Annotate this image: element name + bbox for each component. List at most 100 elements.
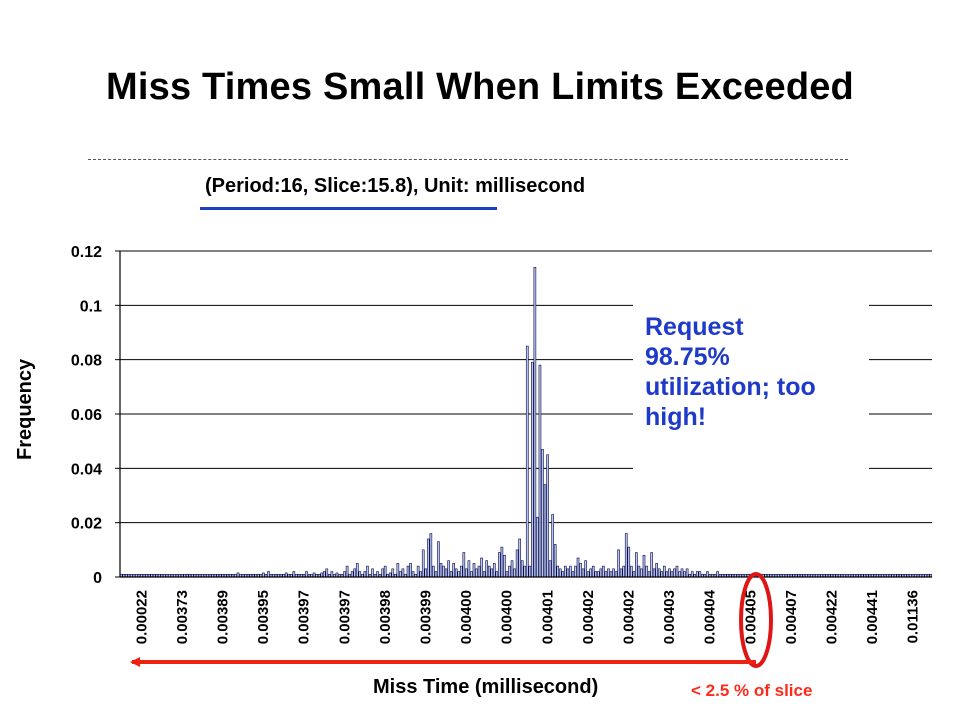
bar: [543, 484, 547, 578]
bar: [652, 568, 656, 578]
bar: [602, 565, 605, 578]
bar: [292, 571, 296, 578]
bar: [716, 571, 719, 578]
bar: [564, 565, 567, 578]
bar: [647, 571, 651, 578]
bar: [465, 568, 468, 578]
x-tick-labels: 0.00022 0.00373 0.00389 0.00395 0.00397 0.003…: [133, 589, 921, 644]
bar: [635, 552, 638, 578]
bar: [706, 571, 709, 578]
bar: [401, 568, 405, 578]
bar: [391, 568, 395, 578]
bar: [419, 571, 423, 578]
bar: [690, 571, 694, 578]
bar: [485, 560, 488, 578]
bar: [381, 568, 384, 578]
bar: [399, 571, 402, 578]
axes: [119, 251, 932, 578]
bar: [569, 565, 572, 578]
bar: [657, 568, 661, 578]
bar: [584, 560, 587, 578]
callout-line: high!: [645, 403, 707, 431]
bar: [320, 572, 324, 578]
bar: [558, 568, 562, 578]
bar: [660, 571, 664, 578]
bars: [119, 266, 933, 578]
bar: [594, 571, 598, 578]
bar: [655, 563, 658, 578]
x-tick-label: 0.00401: [539, 590, 556, 644]
x-tick-label: 0.00400: [458, 590, 475, 644]
bar: [495, 571, 499, 578]
bar: [396, 563, 400, 578]
bar: [442, 565, 445, 578]
bar: [421, 549, 425, 578]
x-tick-label: 0.00398: [377, 590, 394, 644]
bar: [371, 568, 374, 578]
bar: [541, 449, 544, 578]
bar: [665, 571, 669, 578]
bar: [599, 568, 603, 578]
bar: [482, 571, 486, 578]
utilization-callout: Request 98.75% utilization; too high!: [633, 300, 869, 470]
bar: [503, 554, 506, 578]
bar: [523, 565, 527, 578]
bar: [662, 565, 666, 578]
bar: [698, 571, 702, 578]
bar: [262, 572, 265, 578]
bar: [520, 560, 524, 578]
bar: [680, 568, 684, 578]
bar: [670, 571, 674, 578]
bar: [462, 552, 466, 578]
bar: [406, 565, 410, 578]
bar: [571, 571, 575, 578]
x-tick-label: 0.00404: [702, 589, 719, 644]
bar: [409, 563, 412, 578]
x-axis-label: Miss Time (millisecond): [373, 676, 599, 698]
bar: [358, 571, 362, 578]
bar: [350, 571, 354, 578]
bar: [675, 565, 679, 578]
slide-title: Miss Times Small When Limits Exceeded: [106, 66, 854, 108]
bar: [619, 568, 623, 578]
y-tick-labels: 0 0.02 0.04 0.06 0.08 0.1 0.12: [71, 244, 102, 587]
bar: [683, 571, 686, 578]
callout-line: utilization; too: [645, 373, 816, 401]
bar: [437, 541, 440, 578]
bar: [645, 565, 648, 578]
x-tick-label: 0.00403: [661, 590, 678, 644]
bar: [429, 533, 433, 578]
bar: [637, 565, 641, 578]
bar: [345, 565, 349, 578]
bar: [355, 563, 359, 578]
bar: [531, 362, 534, 578]
bar: [515, 549, 519, 578]
bar: [528, 565, 532, 578]
bar: [480, 557, 483, 578]
bar: [614, 571, 618, 578]
bar: [642, 554, 646, 578]
highlight-ellipse: [739, 572, 773, 668]
bar: [472, 563, 476, 578]
bar: [586, 571, 590, 578]
bar: [475, 568, 478, 578]
bar: [510, 560, 514, 578]
x-tick-label: 0.00402: [580, 590, 597, 644]
bar: [236, 572, 240, 578]
bar: [457, 571, 461, 578]
bar: [449, 571, 453, 578]
bar: [589, 568, 593, 578]
x-tick-label: 0.01136: [905, 590, 922, 643]
bar: [312, 572, 316, 578]
bar: [604, 571, 608, 578]
y-tick-label: 0.12: [71, 244, 102, 261]
bar: [551, 514, 554, 578]
bar: [650, 552, 653, 578]
bar: [366, 565, 369, 578]
bar: [335, 572, 339, 578]
chart-title: (Period:16, Slice:15.8), Unit: milliseco…: [205, 175, 586, 197]
bar: [284, 572, 288, 578]
bar: [579, 563, 582, 578]
y-tick-label: 0.04: [71, 461, 102, 478]
